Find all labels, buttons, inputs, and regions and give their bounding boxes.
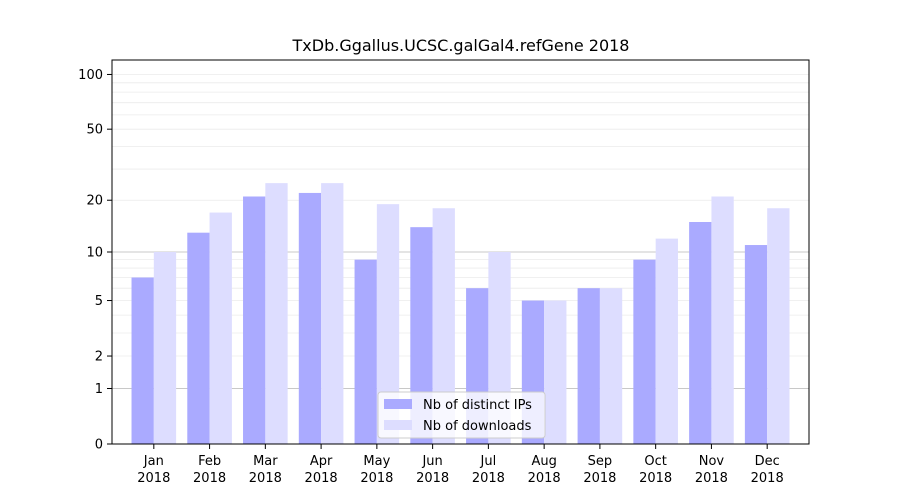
- y-tick-label: 20: [86, 194, 103, 209]
- x-tick-label-year: 2018: [305, 471, 338, 486]
- x-tick-label-year: 2018: [472, 471, 505, 486]
- bar-downloads: [265, 183, 288, 445]
- x-tick-label-month: Feb: [198, 454, 221, 469]
- legend: Nb of distinct IPs Nb of downloads: [377, 391, 546, 439]
- bar-downloads: [544, 300, 567, 444]
- x-tick-label-month: Oct: [644, 454, 666, 469]
- axes: Jan2018Feb2018Mar2018Apr2018May2018Jun20…: [78, 59, 810, 486]
- x-tick-label-month: Mar: [253, 454, 278, 469]
- bar-ips: [131, 277, 154, 444]
- x-tick-label-year: 2018: [360, 471, 393, 486]
- y-tick-label: 5: [95, 294, 103, 309]
- y-tick-label: 50: [86, 123, 103, 138]
- x-tick-label-year: 2018: [416, 471, 449, 486]
- x-tick-label-year: 2018: [137, 471, 170, 486]
- x-tick-label-year: 2018: [583, 471, 616, 486]
- x-tick-label-month: Jan: [143, 454, 164, 469]
- bar-downloads: [376, 204, 400, 444]
- bar-downloads: [432, 208, 455, 444]
- bar-ips: [633, 259, 656, 444]
- plot-frame: [111, 59, 810, 445]
- x-tick-label-month: Apr: [310, 454, 333, 469]
- x-tick-label-month: Dec: [755, 454, 780, 469]
- bar-downloads: [767, 208, 790, 444]
- y-tick-label: 0: [95, 438, 103, 453]
- bar-ips: [354, 259, 377, 444]
- legend-label: Nb of distinct IPs: [423, 398, 532, 413]
- bar-downloads: [599, 288, 623, 444]
- x-tick-label-year: 2018: [695, 471, 728, 486]
- bar-downloads: [655, 238, 678, 444]
- bar-downloads: [321, 183, 344, 445]
- bar-downloads: [209, 212, 232, 444]
- bar-ips: [298, 192, 322, 444]
- x-tick-label-year: 2018: [751, 471, 784, 486]
- x-tick-label-month: Sep: [588, 454, 613, 469]
- bar-ips: [410, 227, 433, 444]
- bar-ips: [744, 245, 768, 444]
- bar-ips: [577, 288, 600, 444]
- x-tick-label-year: 2018: [249, 471, 282, 486]
- bar-downloads: [153, 252, 177, 444]
- bar-ips: [243, 196, 266, 444]
- x-tick-label-year: 2018: [528, 471, 561, 486]
- legend-swatch: [384, 399, 412, 409]
- chart-title: TxDb.Ggallus.UCSC.galGal4.refGene 2018: [292, 36, 630, 55]
- x-tick-label-month: Jun: [421, 454, 442, 469]
- x-tick-label-month: Aug: [531, 454, 556, 469]
- bars: [131, 183, 790, 445]
- x-tick-label-year: 2018: [639, 471, 672, 486]
- bar-ips: [689, 221, 712, 444]
- x-tick-label-month: May: [363, 454, 390, 469]
- y-tick-label: 1: [95, 382, 103, 397]
- x-tick-label-year: 2018: [193, 471, 226, 486]
- y-tick-label: 10: [86, 246, 103, 261]
- legend-swatch: [384, 420, 412, 430]
- y-tick-label: 2: [95, 350, 103, 365]
- bar-downloads: [711, 196, 734, 444]
- legend-box: [377, 391, 546, 439]
- bar-ips: [187, 232, 210, 444]
- x-tick-label-month: Nov: [699, 454, 725, 469]
- x-tick-label-month: Jul: [480, 454, 497, 469]
- legend-label: Nb of downloads: [423, 419, 532, 434]
- y-tick-label: 100: [78, 68, 103, 83]
